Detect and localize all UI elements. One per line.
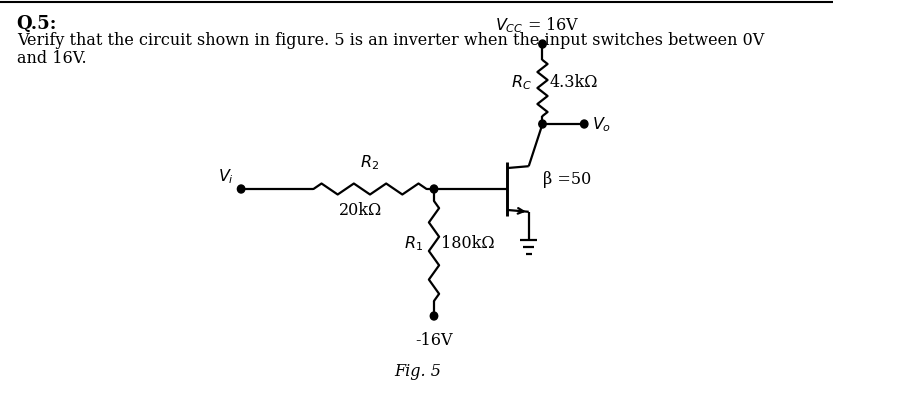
Text: 180kΩ: 180kΩ — [442, 235, 495, 252]
Text: $R_2$: $R_2$ — [360, 153, 380, 172]
Text: $V_o$: $V_o$ — [592, 115, 611, 134]
Text: $R_C$: $R_C$ — [511, 74, 532, 92]
Circle shape — [539, 41, 546, 49]
Text: β =50: β =50 — [542, 171, 591, 188]
Text: Fig. 5: Fig. 5 — [394, 362, 441, 379]
Text: 4.3kΩ: 4.3kΩ — [550, 74, 598, 91]
Text: $V_{CC}$ = 16V: $V_{CC}$ = 16V — [496, 15, 580, 35]
Circle shape — [580, 121, 588, 129]
Text: $R_1$: $R_1$ — [404, 234, 423, 253]
Circle shape — [430, 186, 437, 193]
Text: -16V: -16V — [415, 331, 453, 348]
Circle shape — [539, 121, 546, 129]
Text: and 16V.: and 16V. — [17, 50, 86, 67]
Circle shape — [237, 186, 245, 193]
Text: 20kΩ: 20kΩ — [339, 202, 383, 218]
Circle shape — [430, 312, 437, 320]
Text: Verify that the circuit shown in figure. 5 is an inverter when the input switche: Verify that the circuit shown in figure.… — [17, 32, 764, 49]
Text: $V_i$: $V_i$ — [217, 167, 233, 186]
Text: Q.5:: Q.5: — [17, 15, 57, 33]
